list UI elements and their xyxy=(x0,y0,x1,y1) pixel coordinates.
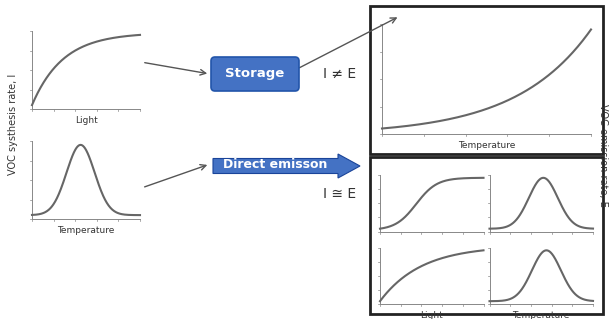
Text: I ≅ E: I ≅ E xyxy=(323,187,356,201)
Bar xyxy=(370,157,603,314)
Text: VOC systhesis rate, I: VOC systhesis rate, I xyxy=(8,73,18,174)
FancyBboxPatch shape xyxy=(211,57,299,91)
Polygon shape xyxy=(213,154,360,178)
Text: Light: Light xyxy=(420,311,443,319)
Bar xyxy=(370,6,603,154)
Text: Light: Light xyxy=(75,116,97,125)
Text: I ≠ E: I ≠ E xyxy=(323,67,356,81)
Text: Storage: Storage xyxy=(225,66,284,79)
Text: Temperature: Temperature xyxy=(458,141,515,150)
Text: Temperature: Temperature xyxy=(57,226,114,235)
Text: VOC emission rate, E: VOC emission rate, E xyxy=(598,104,608,207)
Text: Direct emisson: Direct emisson xyxy=(224,159,328,172)
Text: Temperature: Temperature xyxy=(513,311,570,319)
